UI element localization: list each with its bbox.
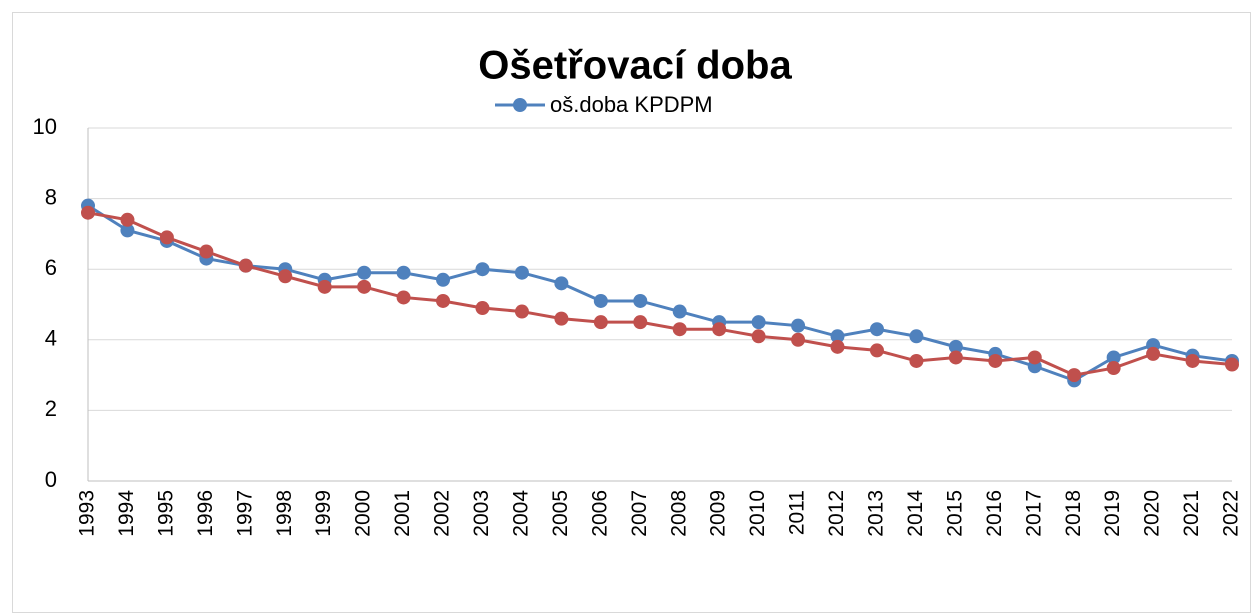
x-tick-label: 2004 [509, 490, 532, 537]
data-point [278, 269, 293, 284]
data-point [948, 339, 963, 354]
x-tick-label: 2020 [1141, 490, 1164, 537]
x-tick-label: 2017 [1022, 490, 1045, 537]
data-point [120, 223, 135, 238]
x-tick-label: 2016 [983, 490, 1006, 537]
data-point [1146, 346, 1161, 361]
data-point [593, 315, 608, 330]
x-tick-label: 2021 [1180, 490, 1203, 537]
data-point [830, 329, 845, 344]
x-tick-label: 2013 [865, 490, 888, 537]
data-point [909, 329, 924, 344]
data-point [357, 265, 372, 280]
x-tick-label: 2005 [549, 490, 572, 537]
x-tick-label: 2012 [825, 490, 848, 537]
data-point [791, 318, 806, 333]
data-point [1106, 361, 1121, 376]
y-tick-label: 4 [45, 326, 57, 351]
data-point [238, 258, 253, 273]
x-tick-label: 2007 [628, 490, 651, 537]
data-point [436, 293, 451, 308]
data-point [751, 315, 766, 330]
x-tick-label: 2014 [904, 490, 927, 537]
data-point [869, 322, 884, 337]
legend-label: oš.doba KPDPM [550, 92, 713, 117]
x-tick-label: 2003 [470, 490, 493, 537]
x-tick-label: 2015 [943, 490, 966, 537]
y-tick-label: 2 [45, 396, 57, 421]
x-tick-label: 2000 [352, 490, 375, 537]
data-point [514, 265, 529, 280]
data-point [1185, 353, 1200, 368]
x-tick-label: 2011 [786, 490, 809, 535]
x-tick-label: 1998 [273, 490, 296, 537]
x-tick-label: 2009 [707, 490, 730, 537]
chart-frame [12, 12, 1251, 613]
x-tick-label: 2018 [1062, 490, 1085, 537]
data-point [633, 293, 648, 308]
data-point [593, 293, 608, 308]
y-tick-label: 8 [45, 184, 57, 209]
x-tick-label: 2010 [746, 490, 769, 537]
data-point [948, 350, 963, 365]
data-point [633, 315, 648, 330]
y-tick-label: 10 [33, 114, 57, 139]
chart-title: Ošetřovací doba [478, 44, 792, 88]
legend-marker [513, 98, 527, 112]
x-tick-label: 1994 [115, 490, 138, 537]
x-tick-label: 1993 [76, 490, 99, 537]
data-point [554, 311, 569, 326]
data-point [554, 276, 569, 291]
data-point [869, 343, 884, 358]
data-point [1106, 350, 1121, 365]
data-point [514, 304, 529, 319]
data-point [357, 279, 372, 294]
data-point [81, 205, 95, 220]
data-point [120, 212, 135, 227]
data-point [1067, 368, 1082, 383]
data-point [1225, 357, 1239, 372]
x-tick-label: 2022 [1220, 490, 1243, 537]
data-point [396, 290, 411, 305]
data-point [1027, 350, 1042, 365]
data-point [751, 329, 766, 344]
data-point [396, 265, 411, 280]
data-point [909, 353, 924, 368]
x-tick-label: 1999 [312, 490, 335, 537]
x-tick-label: 2008 [667, 490, 690, 537]
x-tick-label: 2001 [391, 490, 414, 537]
data-point [791, 332, 806, 347]
x-tick-label: 2002 [431, 490, 454, 537]
data-point [436, 272, 451, 287]
data-point [199, 244, 214, 259]
x-tick-label: 2019 [1101, 490, 1124, 537]
data-point [830, 339, 845, 354]
y-tick-label: 0 [45, 467, 57, 492]
data-point [475, 301, 490, 316]
data-point [317, 279, 332, 294]
x-tick-label: 1995 [154, 490, 177, 537]
data-point [475, 262, 490, 277]
x-tick-label: 1996 [194, 490, 217, 537]
data-point [988, 353, 1003, 368]
data-point [712, 322, 727, 337]
data-point [159, 230, 174, 245]
y-tick-label: 6 [45, 255, 57, 280]
x-tick-label: 2006 [588, 490, 611, 537]
data-point [672, 322, 687, 337]
x-tick-label: 1997 [233, 490, 256, 537]
data-point [672, 304, 687, 319]
